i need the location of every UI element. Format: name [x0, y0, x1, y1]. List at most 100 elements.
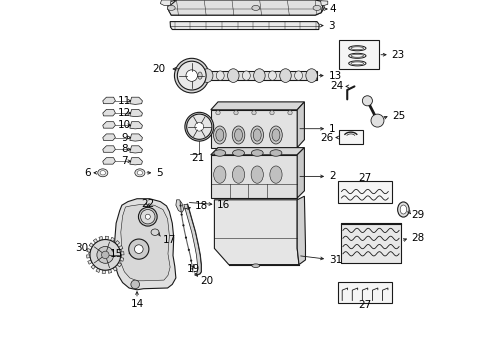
Ellipse shape [98, 169, 108, 177]
Polygon shape [130, 158, 143, 165]
Polygon shape [120, 257, 124, 261]
Polygon shape [320, 1, 328, 5]
Ellipse shape [232, 126, 245, 144]
Ellipse shape [270, 166, 282, 183]
Ellipse shape [216, 129, 224, 141]
Circle shape [190, 260, 192, 262]
Circle shape [234, 111, 238, 115]
Polygon shape [87, 255, 90, 258]
Polygon shape [168, 0, 324, 15]
Text: 23: 23 [391, 50, 404, 60]
Ellipse shape [201, 69, 213, 82]
Circle shape [90, 239, 121, 270]
Polygon shape [93, 239, 98, 243]
Polygon shape [113, 267, 117, 271]
Circle shape [288, 111, 292, 115]
Text: 21: 21 [191, 153, 204, 163]
Polygon shape [297, 196, 305, 265]
Circle shape [185, 112, 214, 141]
Ellipse shape [235, 129, 243, 141]
Ellipse shape [252, 5, 260, 10]
Ellipse shape [214, 150, 226, 156]
Text: 10: 10 [118, 120, 131, 130]
Circle shape [97, 247, 114, 263]
Polygon shape [297, 148, 304, 198]
Circle shape [195, 122, 204, 131]
Polygon shape [111, 237, 115, 242]
Circle shape [131, 280, 140, 289]
Circle shape [371, 114, 384, 127]
Polygon shape [117, 262, 122, 267]
Ellipse shape [313, 5, 321, 10]
Polygon shape [87, 248, 91, 252]
Polygon shape [115, 199, 176, 290]
Circle shape [187, 114, 212, 139]
Polygon shape [121, 252, 124, 255]
Polygon shape [115, 240, 120, 245]
Polygon shape [105, 236, 109, 240]
Text: 8: 8 [121, 144, 128, 154]
Text: 24: 24 [330, 81, 343, 91]
Polygon shape [184, 204, 201, 274]
Circle shape [139, 207, 157, 226]
Polygon shape [103, 109, 116, 116]
Text: 26: 26 [320, 132, 334, 143]
Polygon shape [96, 268, 100, 273]
Text: 2: 2 [329, 171, 336, 181]
Ellipse shape [270, 126, 282, 144]
Ellipse shape [100, 171, 105, 175]
Bar [339, 40, 379, 69]
Circle shape [363, 96, 372, 106]
Circle shape [179, 204, 182, 207]
Circle shape [101, 251, 109, 258]
Ellipse shape [135, 169, 145, 177]
Text: 9: 9 [121, 132, 128, 143]
Polygon shape [103, 122, 116, 128]
Polygon shape [103, 146, 116, 152]
Polygon shape [211, 102, 304, 110]
Circle shape [186, 70, 197, 81]
Text: 25: 25 [392, 111, 405, 121]
Ellipse shape [294, 71, 302, 80]
Polygon shape [169, 0, 323, 15]
Ellipse shape [233, 150, 245, 156]
Text: 22: 22 [141, 199, 154, 210]
Ellipse shape [232, 166, 245, 183]
Ellipse shape [214, 126, 226, 144]
Ellipse shape [270, 150, 282, 156]
Polygon shape [176, 200, 184, 212]
Ellipse shape [214, 166, 226, 183]
Text: 14: 14 [130, 299, 144, 309]
Polygon shape [88, 260, 92, 264]
Circle shape [177, 61, 206, 90]
Text: 12: 12 [118, 108, 131, 118]
Ellipse shape [251, 150, 263, 156]
Polygon shape [211, 148, 304, 155]
Polygon shape [130, 134, 143, 141]
Text: 27: 27 [358, 173, 371, 183]
Ellipse shape [151, 229, 159, 235]
Ellipse shape [306, 69, 318, 82]
Bar [200, 71, 317, 80]
Polygon shape [121, 204, 170, 281]
Text: 15: 15 [110, 249, 123, 259]
Polygon shape [103, 158, 116, 164]
Text: 30: 30 [75, 243, 88, 253]
Text: 16: 16 [217, 200, 230, 210]
Circle shape [174, 58, 209, 93]
Polygon shape [130, 109, 143, 117]
Bar [342, 223, 401, 263]
Bar [211, 110, 297, 148]
Circle shape [216, 111, 220, 115]
Polygon shape [89, 243, 94, 247]
Circle shape [141, 210, 155, 224]
Text: 19: 19 [187, 264, 200, 274]
Ellipse shape [254, 69, 265, 82]
Bar [338, 282, 392, 303]
Polygon shape [215, 200, 299, 265]
Polygon shape [130, 122, 143, 129]
Circle shape [145, 214, 150, 219]
Ellipse shape [216, 71, 224, 80]
Ellipse shape [269, 71, 276, 80]
Bar [338, 181, 392, 203]
